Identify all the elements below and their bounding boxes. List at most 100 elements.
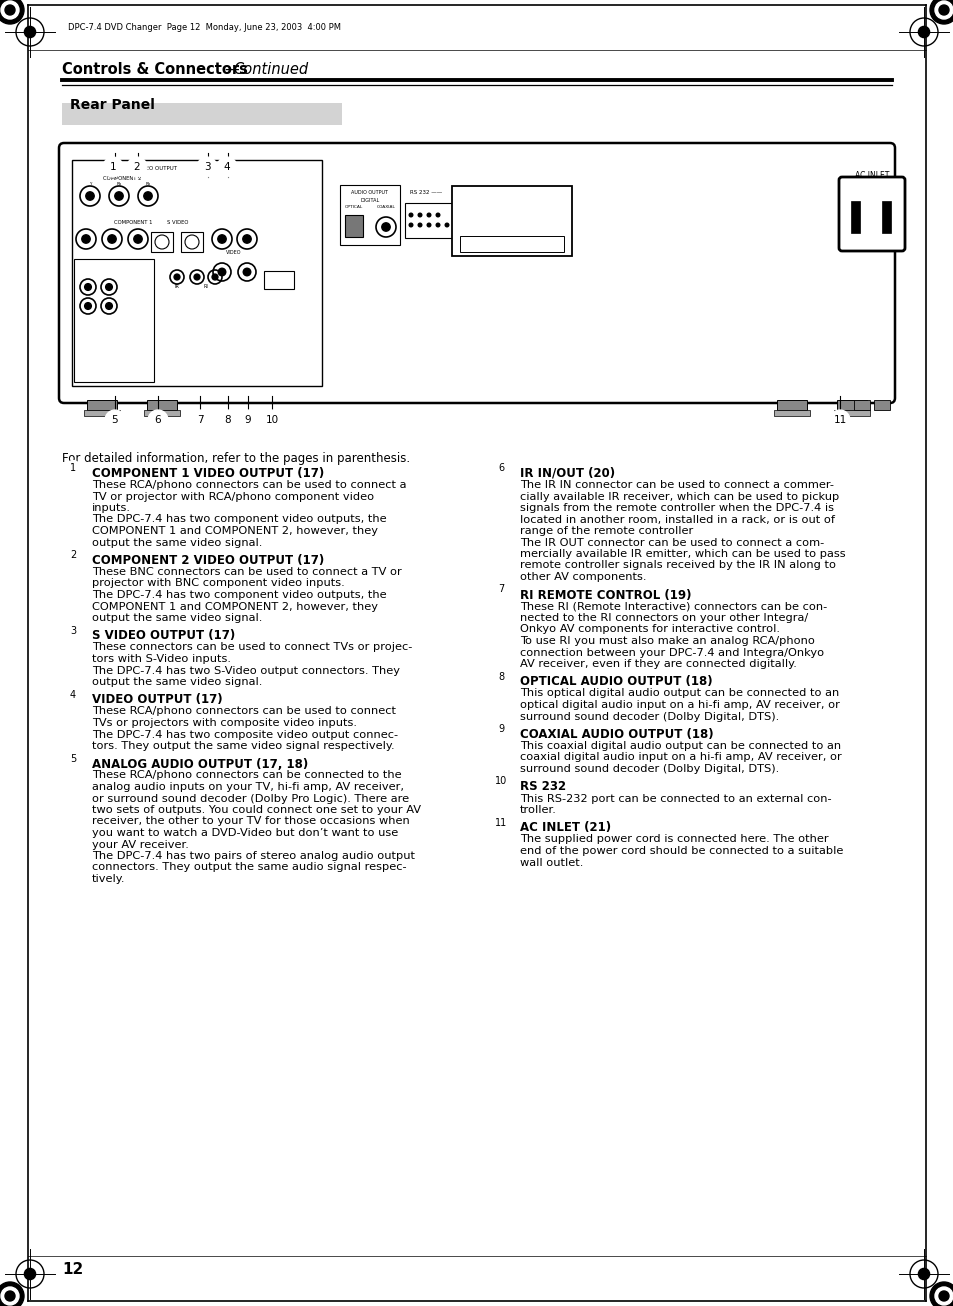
- Text: 1: 1: [110, 162, 116, 172]
- Bar: [74, 259, 153, 381]
- Text: The supplied power cord is connected here. The other: The supplied power cord is connected her…: [519, 835, 828, 845]
- Text: 3: 3: [204, 162, 210, 172]
- Circle shape: [193, 274, 200, 279]
- Text: To use RI you must also make an analog RCA/phono: To use RI you must also make an analog R…: [519, 636, 814, 646]
- Circle shape: [218, 410, 237, 430]
- Text: DVD CHANGER: DVD CHANGER: [488, 215, 535, 221]
- Circle shape: [493, 669, 508, 684]
- Text: RI: RI: [203, 285, 208, 290]
- Circle shape: [66, 461, 80, 475]
- Circle shape: [493, 582, 508, 597]
- Text: AUDIO OUTPUT: AUDIO OUTPUT: [76, 266, 112, 272]
- Circle shape: [212, 274, 217, 279]
- Text: RS 232 ——: RS 232 ——: [410, 191, 442, 196]
- Text: R: R: [127, 303, 131, 308]
- Text: Integra: Integra: [488, 197, 535, 210]
- Circle shape: [436, 213, 439, 217]
- Text: This coaxial digital audio output can be connected to an: This coaxial digital audio output can be…: [519, 741, 841, 751]
- Bar: [405, 202, 455, 238]
- Text: This optical digital audio output can be connected to an: This optical digital audio output can be…: [519, 688, 839, 699]
- Text: nected to the RI connectors on your other Integra/: nected to the RI connectors on your othe…: [519, 613, 807, 623]
- Circle shape: [133, 235, 142, 243]
- Text: inputs.: inputs.: [91, 503, 131, 513]
- Text: surround sound decoder (Dolby Digital, DTS).: surround sound decoder (Dolby Digital, D…: [519, 712, 779, 721]
- Circle shape: [1, 1, 19, 20]
- Circle shape: [427, 223, 431, 227]
- Circle shape: [262, 410, 282, 430]
- Text: AUDIO OUTPUT: AUDIO OUTPUT: [351, 191, 388, 196]
- Text: optical digital audio input on a hi-fi amp, AV receiver, or: optical digital audio input on a hi-fi a…: [519, 700, 839, 710]
- Text: analog audio inputs on your TV, hi-fi amp, AV receiver,: analog audio inputs on your TV, hi-fi am…: [91, 782, 403, 791]
- Circle shape: [938, 5, 948, 14]
- Text: S VIDEO: S VIDEO: [167, 219, 189, 225]
- Bar: [71, 161, 322, 387]
- Text: REMOTE
CONTROL: REMOTE CONTROL: [269, 276, 289, 285]
- Circle shape: [934, 1, 952, 20]
- Bar: [833, 410, 869, 417]
- Text: AC INLET: AC INLET: [854, 171, 888, 180]
- Text: These RCA/phono connectors can be used to connect a: These RCA/phono connectors can be used t…: [91, 481, 406, 490]
- Circle shape: [829, 410, 849, 430]
- Circle shape: [25, 1268, 35, 1280]
- Text: connection between your DPC-7.4 and Integra/Onkyo: connection between your DPC-7.4 and Inte…: [519, 648, 823, 657]
- Circle shape: [0, 1282, 24, 1306]
- Text: 9: 9: [497, 724, 503, 734]
- Circle shape: [427, 213, 431, 217]
- Text: AV receiver, even if they are connected digitally.: AV receiver, even if they are connected …: [519, 660, 796, 669]
- Text: 11: 11: [495, 818, 507, 828]
- Text: Pb: Pb: [145, 182, 151, 185]
- Circle shape: [173, 274, 180, 279]
- Text: COMPONENT 2 VIDEO OUTPUT (17): COMPONENT 2 VIDEO OUTPUT (17): [91, 554, 324, 567]
- Circle shape: [243, 268, 251, 276]
- Circle shape: [114, 192, 123, 200]
- Text: mercially available IR emitter, which can be used to pass: mercially available IR emitter, which ca…: [519, 549, 844, 559]
- Bar: [345, 215, 363, 236]
- Circle shape: [148, 410, 168, 430]
- Circle shape: [82, 235, 91, 243]
- Text: AC INLET (21): AC INLET (21): [519, 821, 611, 835]
- Text: output the same video signal.: output the same video signal.: [91, 677, 262, 687]
- Text: 9: 9: [244, 415, 251, 424]
- Text: 4: 4: [223, 162, 230, 172]
- Circle shape: [85, 303, 91, 310]
- Text: IR IN/OUT (20): IR IN/OUT (20): [519, 468, 615, 481]
- Circle shape: [106, 303, 112, 310]
- Text: The DPC-7.4 has two composite video output connec-: The DPC-7.4 has two composite video outp…: [91, 730, 397, 739]
- Bar: [339, 185, 399, 246]
- Text: connectors. They output the same audio signal respec-: connectors. They output the same audio s…: [91, 862, 406, 872]
- Text: COMPONENT 1 and COMPONENT 2, however, they: COMPONENT 1 and COMPONENT 2, however, th…: [91, 602, 377, 611]
- Text: 7: 7: [497, 585, 503, 594]
- Circle shape: [86, 192, 94, 200]
- Text: VIDEO OUTPUT (17): VIDEO OUTPUT (17): [91, 693, 222, 707]
- Circle shape: [196, 157, 216, 178]
- Text: 2: 2: [133, 162, 140, 172]
- Bar: [882, 201, 890, 232]
- Circle shape: [417, 213, 421, 217]
- Circle shape: [66, 687, 80, 703]
- Text: COMPONENT 1: COMPONENT 1: [113, 219, 152, 225]
- Circle shape: [243, 235, 251, 243]
- Text: OPTICAL AUDIO OUTPUT (18): OPTICAL AUDIO OUTPUT (18): [519, 675, 712, 688]
- Text: The DPC-7.4 has two component video outputs, the: The DPC-7.4 has two component video outp…: [91, 515, 386, 525]
- Text: DIGITAL: DIGITAL: [360, 197, 379, 202]
- Bar: [147, 400, 177, 410]
- Bar: [776, 400, 806, 410]
- Circle shape: [409, 223, 413, 227]
- Text: ●: ●: [519, 201, 525, 206]
- Text: VIDEO: VIDEO: [226, 251, 241, 256]
- Circle shape: [85, 283, 91, 290]
- Bar: [144, 410, 180, 417]
- Text: 3: 3: [70, 626, 76, 636]
- Text: two sets of outputs. You could connect one set to your AV: two sets of outputs. You could connect o…: [91, 804, 420, 815]
- Text: L: L: [128, 285, 131, 290]
- Text: DPC-7.4 DVD Changer  Page 12  Monday, June 23, 2003  4:00 PM: DPC-7.4 DVD Changer Page 12 Monday, June…: [68, 24, 340, 33]
- Text: The DPC-7.4 has two pairs of stereo analog audio output: The DPC-7.4 has two pairs of stereo anal…: [91, 852, 415, 861]
- Circle shape: [445, 223, 448, 227]
- Text: receiver, the other to your TV for those occasions when: receiver, the other to your TV for those…: [91, 816, 410, 827]
- Text: range of the remote controller: range of the remote controller: [519, 526, 693, 535]
- Text: TV or projector with RCA/phono component video: TV or projector with RCA/phono component…: [91, 491, 374, 502]
- Text: surround sound decoder (Dolby Digital, DTS).: surround sound decoder (Dolby Digital, D…: [519, 764, 779, 774]
- Circle shape: [66, 623, 80, 639]
- Text: The DPC-7.4 has two S-Video output connectors. They: The DPC-7.4 has two S-Video output conne…: [91, 666, 399, 675]
- Text: COAXIAL: COAXIAL: [376, 205, 395, 209]
